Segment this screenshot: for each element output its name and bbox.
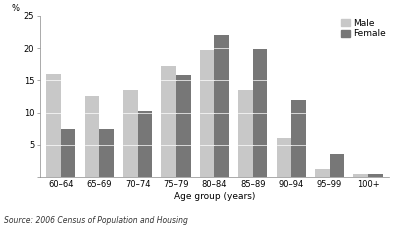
Bar [138, 111, 152, 177]
Bar [46, 74, 61, 177]
Bar [99, 129, 114, 177]
Bar [368, 175, 383, 177]
Bar [238, 90, 253, 177]
Bar [353, 175, 368, 177]
Bar [123, 90, 138, 177]
Bar [253, 49, 267, 177]
Bar [330, 155, 344, 177]
Bar [315, 169, 330, 177]
Bar [85, 96, 99, 177]
Bar [291, 100, 306, 177]
Bar [214, 35, 229, 177]
Bar [176, 75, 191, 177]
Text: Source: 2006 Census of Population and Housing: Source: 2006 Census of Population and Ho… [4, 216, 188, 225]
Bar [61, 129, 75, 177]
Bar [162, 66, 176, 177]
Text: %: % [12, 4, 20, 13]
Bar [277, 138, 291, 177]
Legend: Male, Female: Male, Female [339, 17, 388, 40]
Bar [200, 50, 214, 177]
X-axis label: Age group (years): Age group (years) [174, 192, 255, 201]
